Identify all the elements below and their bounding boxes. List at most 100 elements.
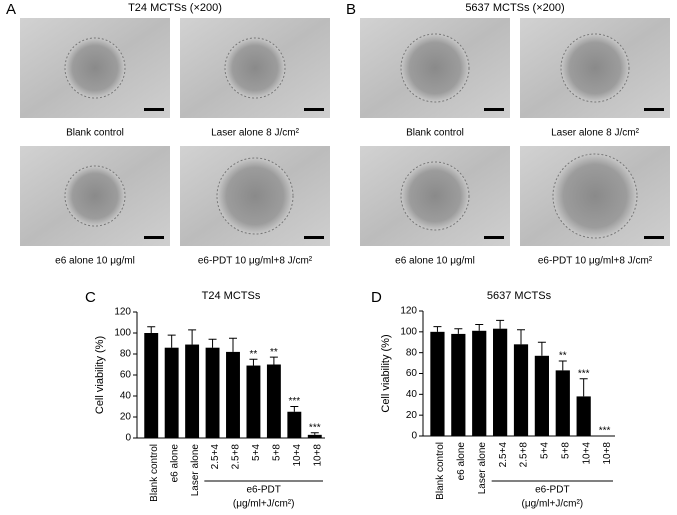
error-bar bbox=[249, 358, 258, 366]
panel-title: T24 MCTSs (×200) bbox=[128, 2, 222, 14]
scale-bar bbox=[144, 108, 164, 111]
x-tick-label: Laser alone bbox=[477, 442, 488, 495]
spheroid bbox=[224, 37, 286, 99]
spheroid bbox=[552, 153, 638, 239]
y-tick-label: 120 bbox=[114, 307, 131, 318]
x-tick-label: e6 alone bbox=[456, 442, 467, 481]
x-tick-label: Laser alone bbox=[190, 444, 201, 497]
significance: ** bbox=[270, 347, 278, 358]
spheroid bbox=[216, 157, 294, 235]
scale-bar bbox=[644, 236, 664, 239]
error-bar bbox=[310, 432, 319, 435]
error-bar bbox=[558, 360, 567, 371]
bar bbox=[144, 333, 159, 438]
spheroid bbox=[64, 165, 126, 227]
error-bar bbox=[188, 329, 197, 345]
x-tick-label: 2.5+8 bbox=[519, 442, 530, 468]
y-tick-label: 80 bbox=[406, 347, 418, 358]
bar bbox=[576, 396, 591, 436]
significance: *** bbox=[288, 396, 300, 407]
significance: *** bbox=[578, 368, 590, 379]
x-tick-label: 10+4 bbox=[581, 442, 592, 465]
error-bar bbox=[229, 337, 237, 352]
x-tick-label: 2.5+4 bbox=[498, 442, 509, 468]
group-units: (μg/ml+J/cm²) bbox=[233, 499, 295, 510]
error-bar bbox=[167, 334, 176, 348]
scale-bar bbox=[304, 236, 324, 239]
image-caption: Blank control bbox=[66, 128, 124, 139]
y-tick-label: 60 bbox=[406, 368, 418, 379]
group-label: e6-PDT bbox=[246, 485, 280, 496]
image-caption: e6 alone 10 μg/ml bbox=[395, 256, 475, 267]
y-tick-label: 0 bbox=[411, 431, 417, 442]
y-tick-label: 100 bbox=[114, 328, 131, 339]
bar bbox=[185, 344, 200, 438]
y-tick-label: 100 bbox=[400, 326, 417, 337]
x-tick-label: Blank control bbox=[149, 444, 160, 502]
error-bar bbox=[208, 338, 217, 348]
panel-letter: A bbox=[6, 1, 16, 18]
bar bbox=[266, 364, 281, 438]
y-tick-label: 20 bbox=[120, 412, 132, 423]
y-tick-label: 20 bbox=[406, 410, 418, 421]
y-tick-label: 80 bbox=[120, 349, 132, 360]
chart-title: T24 MCTSs bbox=[202, 290, 261, 302]
x-tick-label: 5+8 bbox=[560, 442, 571, 459]
x-tick-label: 10+8 bbox=[602, 442, 613, 465]
image-caption: e6-PDT 10 μg/ml+8 J/cm² bbox=[538, 256, 653, 267]
panel-title: 5637 MCTSs (×200) bbox=[465, 2, 564, 14]
x-tick-label: Blank control bbox=[435, 442, 446, 500]
error-bar bbox=[290, 406, 299, 412]
bar bbox=[513, 344, 529, 436]
bar bbox=[164, 347, 179, 438]
bar bbox=[430, 331, 445, 436]
spheroid bbox=[400, 33, 470, 103]
bar bbox=[493, 328, 508, 436]
x-tick-label: 5+4 bbox=[251, 444, 262, 461]
bar bbox=[246, 365, 261, 438]
chart-title: 5637 MCTSs bbox=[487, 290, 552, 302]
significance: ** bbox=[559, 351, 567, 362]
x-tick-label: 2.5+4 bbox=[210, 444, 221, 470]
scale-bar bbox=[484, 108, 504, 111]
error-bar bbox=[496, 319, 505, 329]
x-tick-label: 10+4 bbox=[292, 444, 303, 467]
image-caption: Laser alone 8 J/cm² bbox=[551, 128, 639, 139]
error-bar bbox=[517, 329, 525, 345]
panel-letter: D bbox=[371, 289, 382, 306]
group-units: (μg/ml+J/cm²) bbox=[522, 499, 584, 510]
x-tick-label: e6 alone bbox=[169, 444, 180, 483]
image-caption: Blank control bbox=[406, 128, 464, 139]
scale-bar bbox=[484, 236, 504, 239]
scale-bar bbox=[304, 108, 324, 111]
y-tick-label: 60 bbox=[120, 370, 132, 381]
spheroid bbox=[400, 161, 470, 231]
significance: *** bbox=[309, 422, 321, 433]
error-bar bbox=[454, 328, 463, 334]
x-tick-label: 10+8 bbox=[312, 444, 323, 467]
panel-letter: B bbox=[346, 1, 356, 18]
error-bar bbox=[579, 378, 588, 397]
bar bbox=[555, 370, 570, 436]
y-tick-label: 40 bbox=[406, 389, 418, 400]
y-tick-label: 0 bbox=[125, 433, 131, 444]
bar bbox=[534, 355, 549, 436]
bar bbox=[472, 330, 487, 436]
image-caption: e6 alone 10 μg/ml bbox=[55, 256, 135, 267]
spheroid bbox=[64, 37, 126, 99]
group-label: e6-PDT bbox=[535, 485, 569, 496]
error-bar bbox=[147, 326, 156, 333]
x-tick-label: 2.5+8 bbox=[231, 444, 242, 470]
significance: *** bbox=[599, 426, 611, 437]
error-bar bbox=[433, 326, 442, 332]
significance: ** bbox=[250, 349, 258, 360]
scale-bar bbox=[644, 108, 664, 111]
image-caption: Laser alone 8 J/cm² bbox=[211, 128, 299, 139]
y-axis-label: Cell viability (%) bbox=[94, 336, 106, 414]
bar bbox=[205, 347, 220, 438]
scale-bar bbox=[144, 236, 164, 239]
bar bbox=[451, 333, 466, 436]
bar bbox=[226, 351, 240, 438]
spheroid bbox=[560, 33, 630, 103]
